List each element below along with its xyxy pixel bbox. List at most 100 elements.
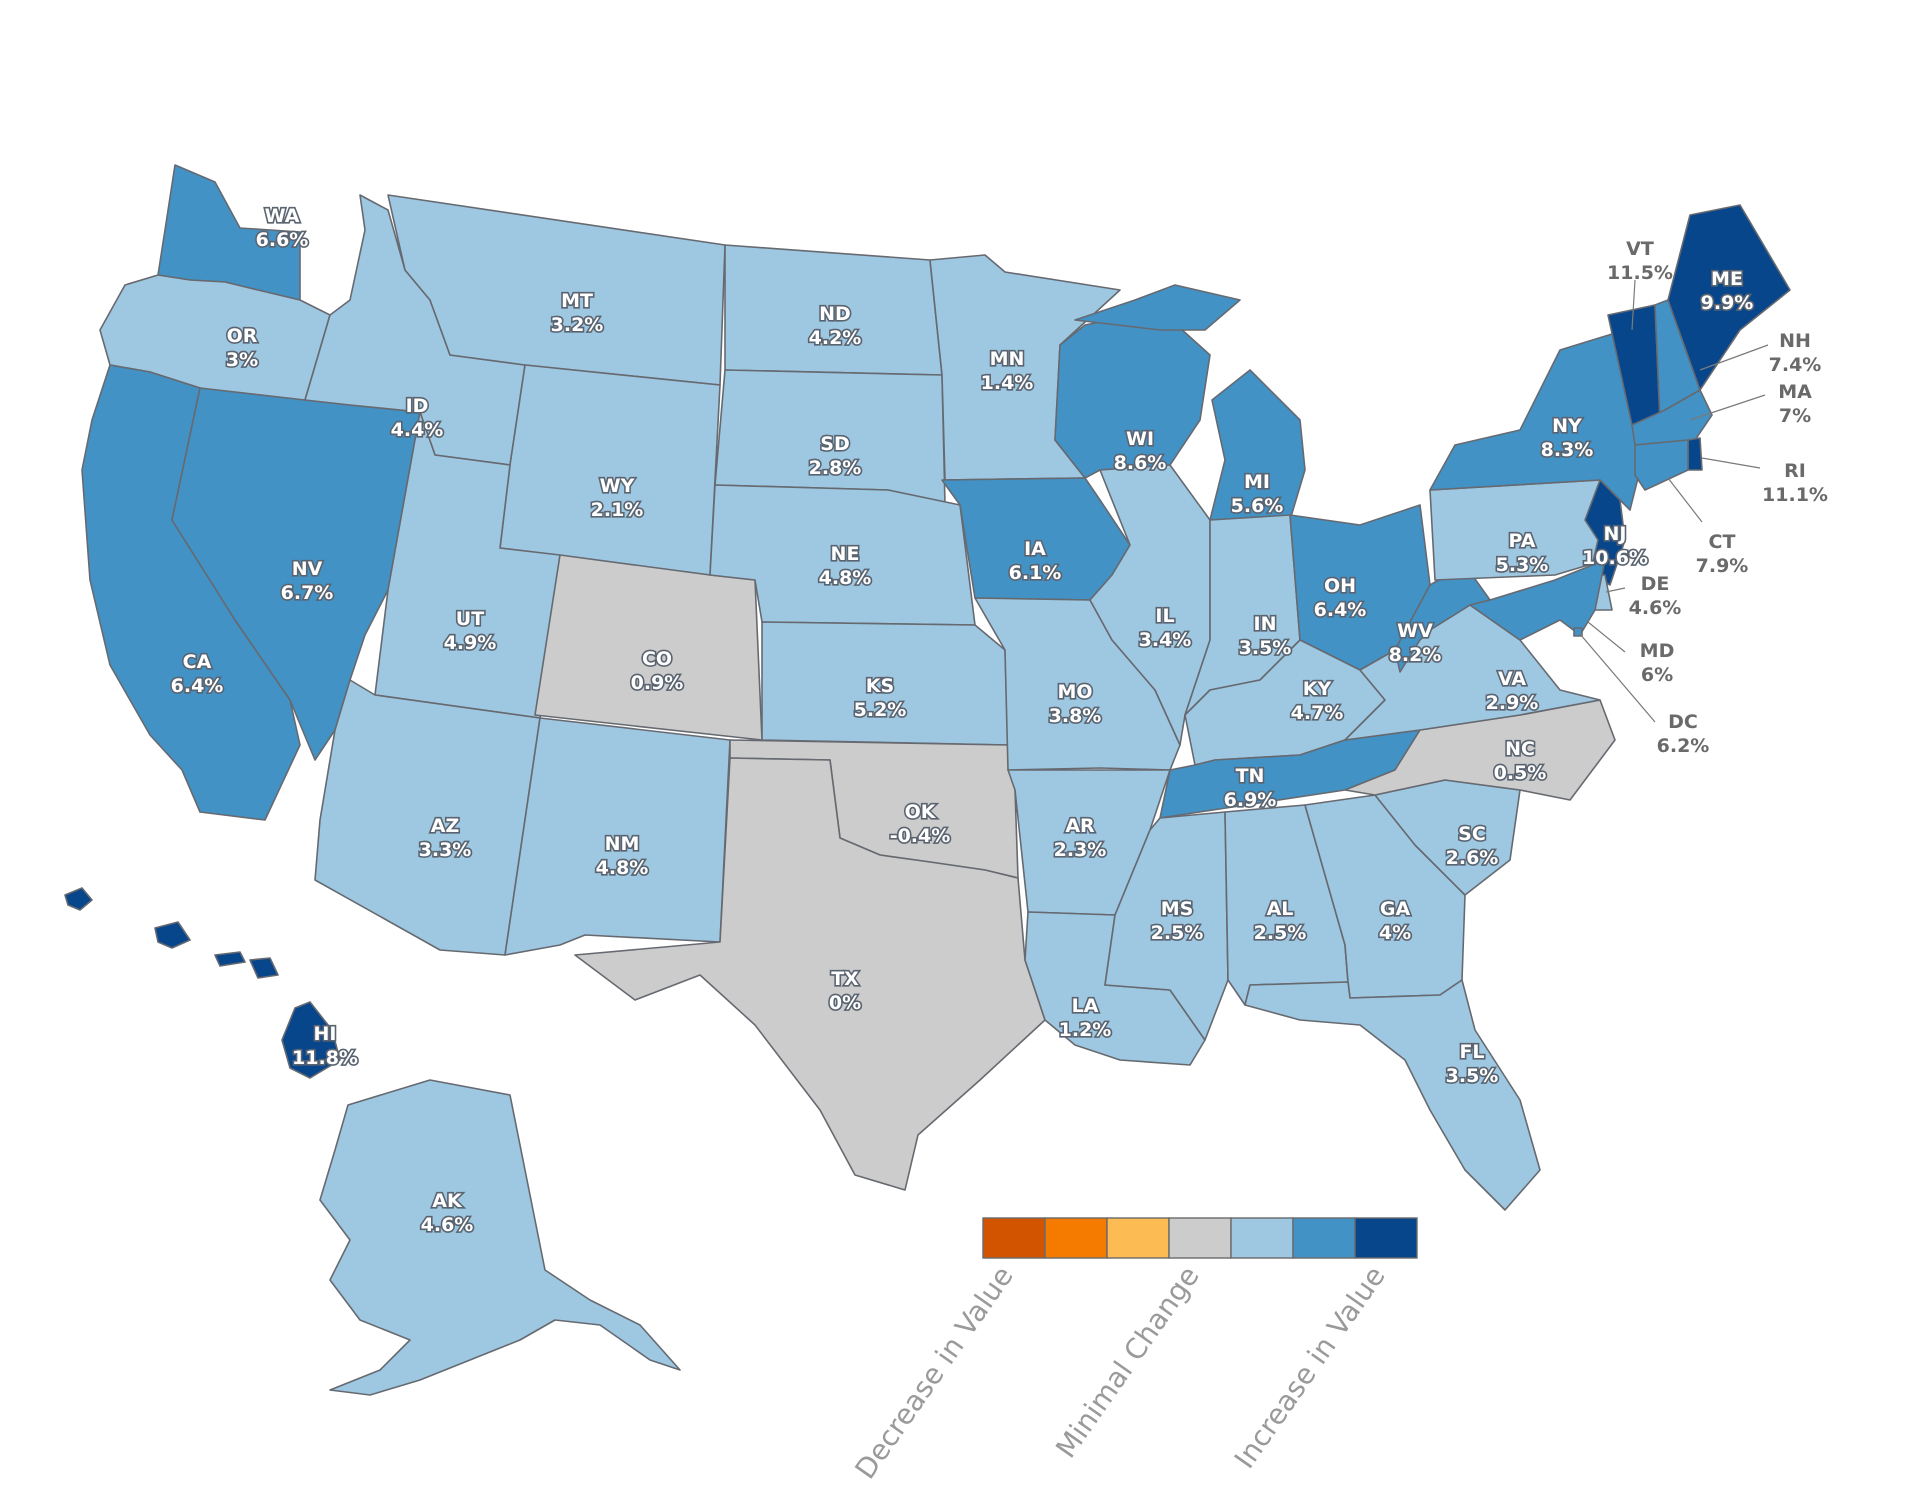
legend: Decrease in Value Minimal Change Increase …: [848, 1217, 1418, 1485]
state-value: 2.6%: [1446, 847, 1499, 869]
state-value: -0.4%: [890, 825, 951, 847]
state-abbr: CA: [183, 651, 212, 673]
state-value: 3.5%: [1446, 1065, 1499, 1087]
legend-swatch-dec-light: [1106, 1217, 1170, 1259]
state-abbr: NV: [292, 558, 323, 580]
state-abbr: MS: [1161, 898, 1194, 920]
state-value: 4.6%: [1629, 597, 1682, 619]
leader-line-de: [1605, 587, 1626, 593]
state-value: 1.2%: [1059, 1019, 1112, 1041]
state-value: 2.1%: [591, 499, 644, 521]
state-abbr: ID: [406, 395, 429, 417]
state-label-mo: MO 3.8%: [1049, 681, 1102, 727]
state-abbr: NJ: [1604, 523, 1627, 545]
state-abbr: NM: [605, 833, 640, 855]
state-ri: [1687, 437, 1703, 471]
state-value: 11.5%: [1607, 262, 1673, 284]
state-value: 5.3%: [1496, 554, 1549, 576]
state-value: 4.8%: [596, 857, 649, 879]
state-value: 6.6%: [256, 229, 309, 251]
state-abbr: KY: [1303, 678, 1332, 700]
state-value: 3.5%: [1239, 637, 1292, 659]
state-value: 6.7%: [281, 582, 334, 604]
state-abbr: WV: [1397, 620, 1433, 642]
state-value: 7.4%: [1769, 354, 1822, 376]
state-abbr: WY: [600, 475, 635, 497]
state-label-ks: KS 5.2%: [854, 675, 907, 721]
state-label-ut: UT 4.9%: [444, 608, 497, 654]
state-value: 4%: [1379, 922, 1411, 944]
state-wy: [499, 364, 721, 576]
state-value: 9.9%: [1701, 292, 1754, 314]
state-labels: WA 6.6%OR 3%CA 6.4%NV 6.7%ID 4.4%MT 3.2%WY 2.1%…: [169, 203, 1828, 1237]
state-label-de: DE 4.6%: [1629, 573, 1682, 619]
state-label-az: AZ 3.3%: [419, 815, 472, 861]
leader-line-dc: [1579, 633, 1656, 723]
state-label-ri: RI 11.1%: [1762, 460, 1828, 506]
state-value: 5.2%: [854, 699, 907, 721]
state-label-la: LA 1.2%: [1059, 995, 1112, 1041]
state-label-il: IL 3.4%: [1139, 605, 1192, 651]
legend-swatch-inc-light: [1230, 1217, 1294, 1259]
state-value: 4.9%: [444, 632, 497, 654]
state-label-or: OR 3%: [226, 325, 258, 371]
state-abbr: SC: [1458, 823, 1486, 845]
state-label-mi: MI 5.6%: [1231, 471, 1284, 517]
state-label-vt: VT 11.5%: [1607, 238, 1673, 284]
state-abbr: UT: [456, 608, 484, 630]
legend-label-2: Increase in Value: [1228, 1260, 1392, 1474]
state-abbr: OR: [227, 325, 258, 347]
state-abbr: RI: [1784, 460, 1806, 482]
state-value: 5.6%: [1231, 495, 1284, 517]
state-tx: [574, 757, 1046, 1191]
state-abbr: AZ: [431, 815, 459, 837]
state-abbr: MN: [990, 348, 1025, 370]
state-value: 0.5%: [1494, 762, 1547, 784]
state-label-wy: WY 2.1%: [591, 475, 644, 521]
state-fl: [1244, 979, 1541, 1211]
state-value: 6.9%: [1224, 789, 1277, 811]
state-abbr: FL: [1459, 1041, 1484, 1063]
state-abbr: AL: [1267, 898, 1294, 920]
state-abbr: DE: [1641, 573, 1670, 595]
state-value: 3.3%: [419, 839, 472, 861]
state-abbr: NC: [1505, 738, 1535, 760]
state-value: 2.5%: [1151, 922, 1204, 944]
state-value: 7.9%: [1696, 555, 1749, 577]
state-label-hi: HI 11.8%: [292, 1023, 358, 1069]
leader-line-ma: [1689, 394, 1766, 421]
state-abbr: NE: [831, 543, 860, 565]
state-abbr: GA: [1380, 898, 1411, 920]
state-label-wi: WI 8.6%: [1114, 428, 1167, 474]
state-il: [1089, 464, 1211, 746]
state-label-nv: NV 6.7%: [281, 558, 334, 604]
state-value: 8.2%: [1389, 644, 1442, 666]
state-label-ct: CT 7.9%: [1696, 531, 1749, 577]
state-hi: [64, 887, 341, 1079]
legend-label-0: Decrease in Value: [848, 1260, 1019, 1485]
state-abbr: TN: [1236, 765, 1265, 787]
state-abbr: AK: [432, 1190, 463, 1212]
state-value: 11.1%: [1762, 484, 1828, 506]
state-value: 0.9%: [631, 672, 684, 694]
state-abbr: IN: [1254, 613, 1277, 635]
state-value: 4.2%: [809, 327, 862, 349]
state-label-dc: DC 6.2%: [1657, 711, 1710, 757]
state-abbr: WA: [265, 205, 300, 227]
state-ct: [1634, 439, 1689, 491]
state-abbr: ME: [1711, 268, 1743, 290]
state-nc: [1344, 699, 1616, 801]
state-label-co: CO 0.9%: [631, 648, 684, 694]
state-abbr: NY: [1552, 415, 1582, 437]
state-label-fl: FL 3.5%: [1446, 1041, 1499, 1087]
legend-swatch-inc-mid: [1292, 1217, 1356, 1259]
state-abbr: KS: [866, 675, 894, 697]
state-label-ak: AK 4.6%: [421, 1190, 474, 1236]
state-value: 10.6%: [1582, 547, 1648, 569]
state-label-ms: MS 2.5%: [1151, 898, 1204, 944]
state-label-wv: WV 8.2%: [1389, 620, 1442, 666]
state-label-ca: CA 6.4%: [171, 651, 224, 697]
state-label-sd: SD 2.8%: [809, 433, 862, 479]
state-abbr: OK: [905, 801, 937, 823]
